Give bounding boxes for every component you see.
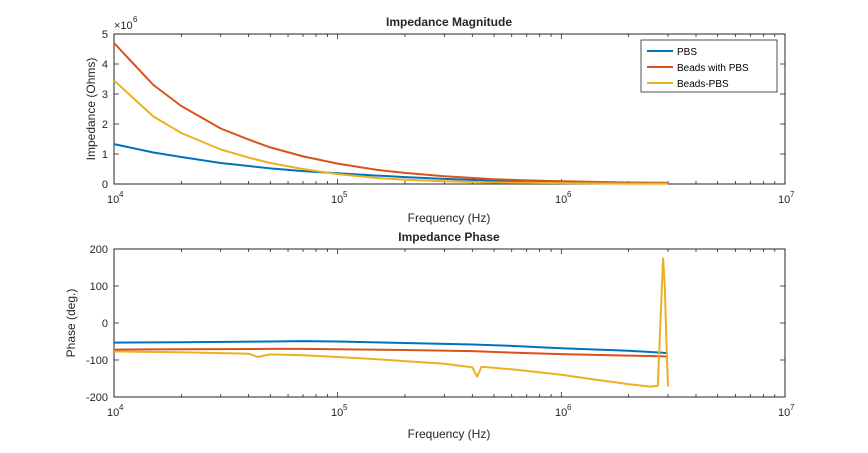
x-tick-label: 10 5 <box>331 403 348 419</box>
x-tick-base: 10 <box>555 194 567 206</box>
x-tick-label: 10 5 <box>331 190 348 206</box>
magnitude-series-pbs <box>113 143 669 185</box>
legend-label: Beads with PBS <box>677 63 749 74</box>
x-tick-exp: 5 <box>343 403 348 412</box>
phase-panel: Impedance Phase -200 -100 0 100 200 10 4… <box>64 230 795 441</box>
x-tick-exp: 6 <box>567 190 572 199</box>
x-tick-base: 10 <box>555 407 567 419</box>
legend-label: PBS <box>677 47 697 58</box>
y-tick-label: 4 <box>102 59 108 71</box>
magnitude-series-beads-pbs <box>113 79 668 185</box>
x-tick-label: 10 4 <box>107 190 124 206</box>
y-tick-label: 1 <box>102 149 108 161</box>
x-tick-base: 10 <box>778 194 790 206</box>
magnitude-y-axis-label: Impedance (Ohms) <box>84 58 98 161</box>
magnitude-title: Impedance Magnitude <box>386 15 512 29</box>
x-tick-base: 10 <box>331 194 343 206</box>
magnitude-multiplier: ×10 6 <box>114 15 138 32</box>
magnitude-legend: PBS Beads with PBS Beads-PBS <box>640 39 778 93</box>
phase-y-axis-label: Phase (deg.) <box>64 289 78 358</box>
legend-entry: PBS <box>647 47 697 58</box>
x-tick-label: 10 6 <box>555 190 572 206</box>
x-tick-exp: 4 <box>119 403 124 412</box>
x-tick-exp: 5 <box>343 190 348 199</box>
y-tick-label: -100 <box>86 355 108 367</box>
x-tick-exp: 7 <box>790 190 795 199</box>
x-tick-exp: 6 <box>567 403 572 412</box>
phase-axes-background <box>113 248 786 398</box>
phase-series-pbs <box>113 340 669 355</box>
y-tick-label: 100 <box>90 281 108 293</box>
x-tick-exp: 7 <box>790 403 795 412</box>
magnitude-x-ticks: 10 4 10 5 10 6 10 7 <box>107 190 795 206</box>
phase-series-beads-pbs <box>113 257 669 388</box>
phase-x-ticks: 10 4 10 5 10 6 10 7 <box>107 403 795 419</box>
legend-label: Beads-PBS <box>677 79 729 90</box>
x-tick-base: 10 <box>107 407 119 419</box>
phase-y-ticks: -200 -100 0 100 200 <box>86 244 108 404</box>
x-tick-base: 10 <box>778 407 790 419</box>
x-tick-label: 10 7 <box>778 403 795 419</box>
y-tick-label: 2 <box>102 119 108 131</box>
x-tick-label: 10 7 <box>778 190 795 206</box>
magnitude-multiplier-base: ×10 <box>114 20 133 32</box>
legend-entry: Beads-PBS <box>647 79 729 90</box>
phase-title: Impedance Phase <box>398 230 500 244</box>
magnitude-x-axis-label: Frequency (Hz) <box>408 211 491 225</box>
phase-x-axis-label: Frequency (Hz) <box>408 427 491 441</box>
x-tick-exp: 4 <box>119 190 124 199</box>
x-tick-label: 10 4 <box>107 403 124 419</box>
y-tick-label: 200 <box>90 244 108 256</box>
y-tick-label: -200 <box>86 392 108 404</box>
magnitude-multiplier-exp: 6 <box>133 15 138 24</box>
magnitude-y-ticks: 0 1 2 3 4 5 <box>102 29 108 191</box>
phase-series-beads-with-pbs <box>113 347 669 358</box>
x-tick-base: 10 <box>331 407 343 419</box>
y-tick-label: 5 <box>102 29 108 41</box>
y-tick-label: 0 <box>102 318 108 330</box>
x-tick-label: 10 6 <box>555 403 572 419</box>
legend-entry: Beads with PBS <box>647 63 749 74</box>
y-tick-label: 0 <box>102 179 108 191</box>
magnitude-series-beads-with-pbs <box>113 42 669 184</box>
x-tick-base: 10 <box>107 194 119 206</box>
y-tick-label: 3 <box>102 89 108 101</box>
